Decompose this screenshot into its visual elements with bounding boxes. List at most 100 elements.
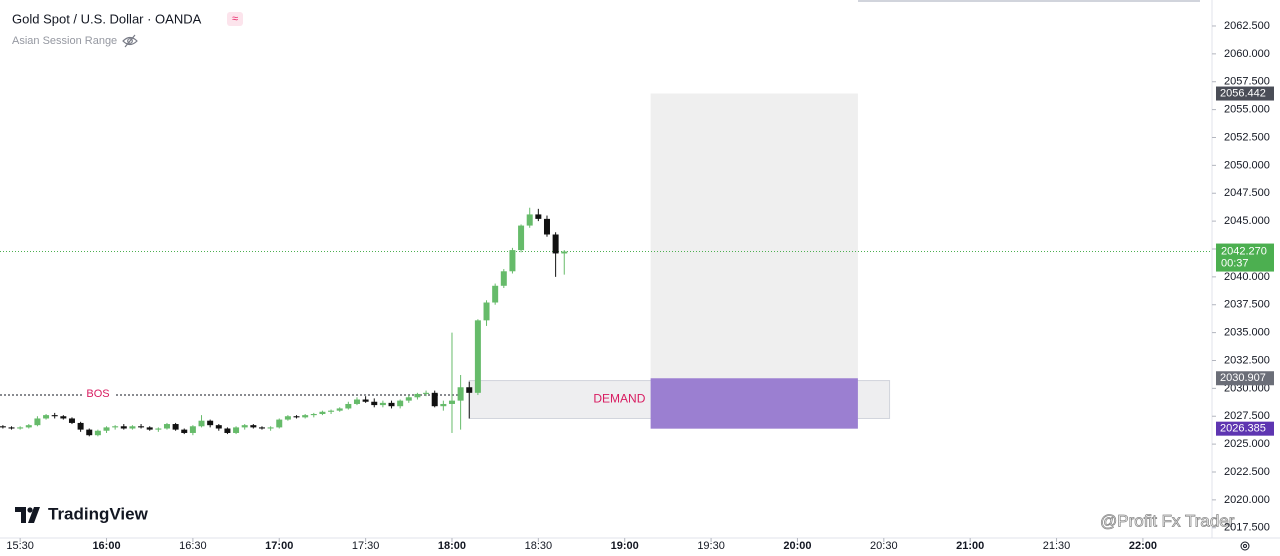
price-tag: [1216, 86, 1274, 101]
candle-body: [483, 302, 490, 321]
candle-body: [68, 418, 75, 423]
candle-body: [423, 392, 430, 394]
candle-body: [518, 225, 525, 251]
candle-body: [77, 422, 84, 430]
y-tick-label: 2037.500: [1224, 299, 1270, 311]
candle-body: [440, 403, 447, 407]
candle-body: [120, 426, 127, 429]
x-tick-label: 21:00: [956, 540, 984, 552]
x-tick-label: 17:30: [352, 540, 380, 552]
candle-body: [561, 251, 568, 254]
brand: TradingView: [48, 504, 149, 523]
candle-body: [492, 285, 499, 303]
candle-body: [129, 426, 136, 429]
flag-icon: [227, 12, 243, 26]
price-tag: [1216, 243, 1274, 272]
candle-body: [276, 419, 283, 428]
y-tick-label: 2040.000: [1224, 271, 1270, 283]
y-tick-label: 2045.000: [1224, 215, 1270, 227]
candle-body: [198, 420, 205, 427]
candle-body: [319, 411, 326, 415]
candle-body: [328, 410, 335, 412]
candle-body: [466, 387, 473, 393]
flag-symbol: ≈: [232, 13, 238, 25]
candle-body: [302, 415, 309, 418]
candle-body: [388, 402, 395, 407]
candle-body: [155, 428, 162, 430]
countdown: 00:37: [1221, 257, 1249, 269]
x-tick-label: 19:00: [611, 540, 639, 552]
x-tick-label: 18:30: [525, 540, 553, 552]
y-tick-label: 2017.500: [1224, 522, 1270, 534]
candle-body: [267, 427, 274, 429]
candle-body: [172, 424, 179, 430]
candle-body: [500, 271, 507, 286]
y-tick-label: 2062.500: [1224, 20, 1270, 32]
candle-body: [8, 427, 15, 429]
candle-body: [345, 403, 352, 409]
price-tag-label: 2042.270: [1221, 245, 1267, 257]
candle-body: [535, 214, 542, 219]
y-tick-label: 2052.500: [1224, 131, 1270, 143]
candle-body: [138, 426, 145, 428]
x-tick-label: 18:00: [438, 540, 466, 552]
candle-body: [293, 416, 300, 418]
candle-body: [474, 320, 481, 393]
candle-body: [34, 418, 41, 426]
x-tick-label: 20:00: [783, 540, 811, 552]
candle-body: [448, 400, 455, 404]
y-tick-label: 2025.000: [1224, 438, 1270, 450]
candle-body: [25, 425, 32, 428]
candle-body: [397, 400, 404, 407]
x-tick-label: 17:00: [265, 540, 293, 552]
candle-body: [163, 424, 170, 429]
candle-body: [0, 426, 6, 428]
indicator-name: Asian Session Range: [12, 35, 117, 47]
candle-body: [94, 430, 101, 436]
price-tag: [1216, 371, 1274, 386]
candle-body: [103, 427, 110, 431]
y-tick-label: 2060.000: [1224, 48, 1270, 60]
price-tag-label: 2026.385: [1220, 423, 1266, 435]
candle-body: [526, 214, 533, 226]
candle-body: [310, 414, 317, 416]
candle-body: [51, 415, 58, 417]
candle-body: [552, 234, 559, 254]
y-tick-label: 2027.500: [1224, 410, 1270, 422]
y-tick-label: 2032.500: [1224, 354, 1270, 366]
settings-icon[interactable]: [1240, 541, 1250, 551]
x-tick-label: 16:00: [92, 540, 120, 552]
hide-icon[interactable]: [122, 34, 138, 48]
candle-body: [371, 401, 378, 406]
candle-body: [362, 399, 369, 402]
candle-body: [284, 416, 291, 420]
candle-body: [431, 392, 438, 407]
y-tick-label: 2057.500: [1224, 76, 1270, 88]
y-tick-label: 2055.000: [1224, 104, 1270, 116]
candle-body: [233, 427, 240, 433]
candle-body: [379, 402, 386, 406]
candle-body: [414, 393, 421, 398]
x-tick-label: 20:30: [870, 540, 898, 552]
y-tick-label: 2047.500: [1224, 187, 1270, 199]
candle-body: [258, 427, 265, 429]
candle-body: [112, 426, 119, 428]
toolbar-edge: [858, 0, 1200, 2]
candle-body: [224, 428, 231, 433]
candle-body: [17, 427, 24, 429]
bos-label-bg: [84, 387, 114, 402]
tradingview-logo: [15, 507, 40, 523]
y-tick-label: 2030.000: [1224, 382, 1270, 394]
x-tick-label: 22:00: [1129, 540, 1157, 552]
candle-body: [43, 415, 50, 419]
candle-body: [207, 420, 214, 426]
candle-body: [336, 408, 343, 411]
candle-body: [215, 425, 222, 429]
y-tick-label: 2022.500: [1224, 466, 1270, 478]
x-tick-label: 21:30: [1043, 540, 1071, 552]
candle-body: [189, 426, 196, 433]
candle-body: [543, 218, 550, 235]
zone-box: [650, 93, 858, 379]
